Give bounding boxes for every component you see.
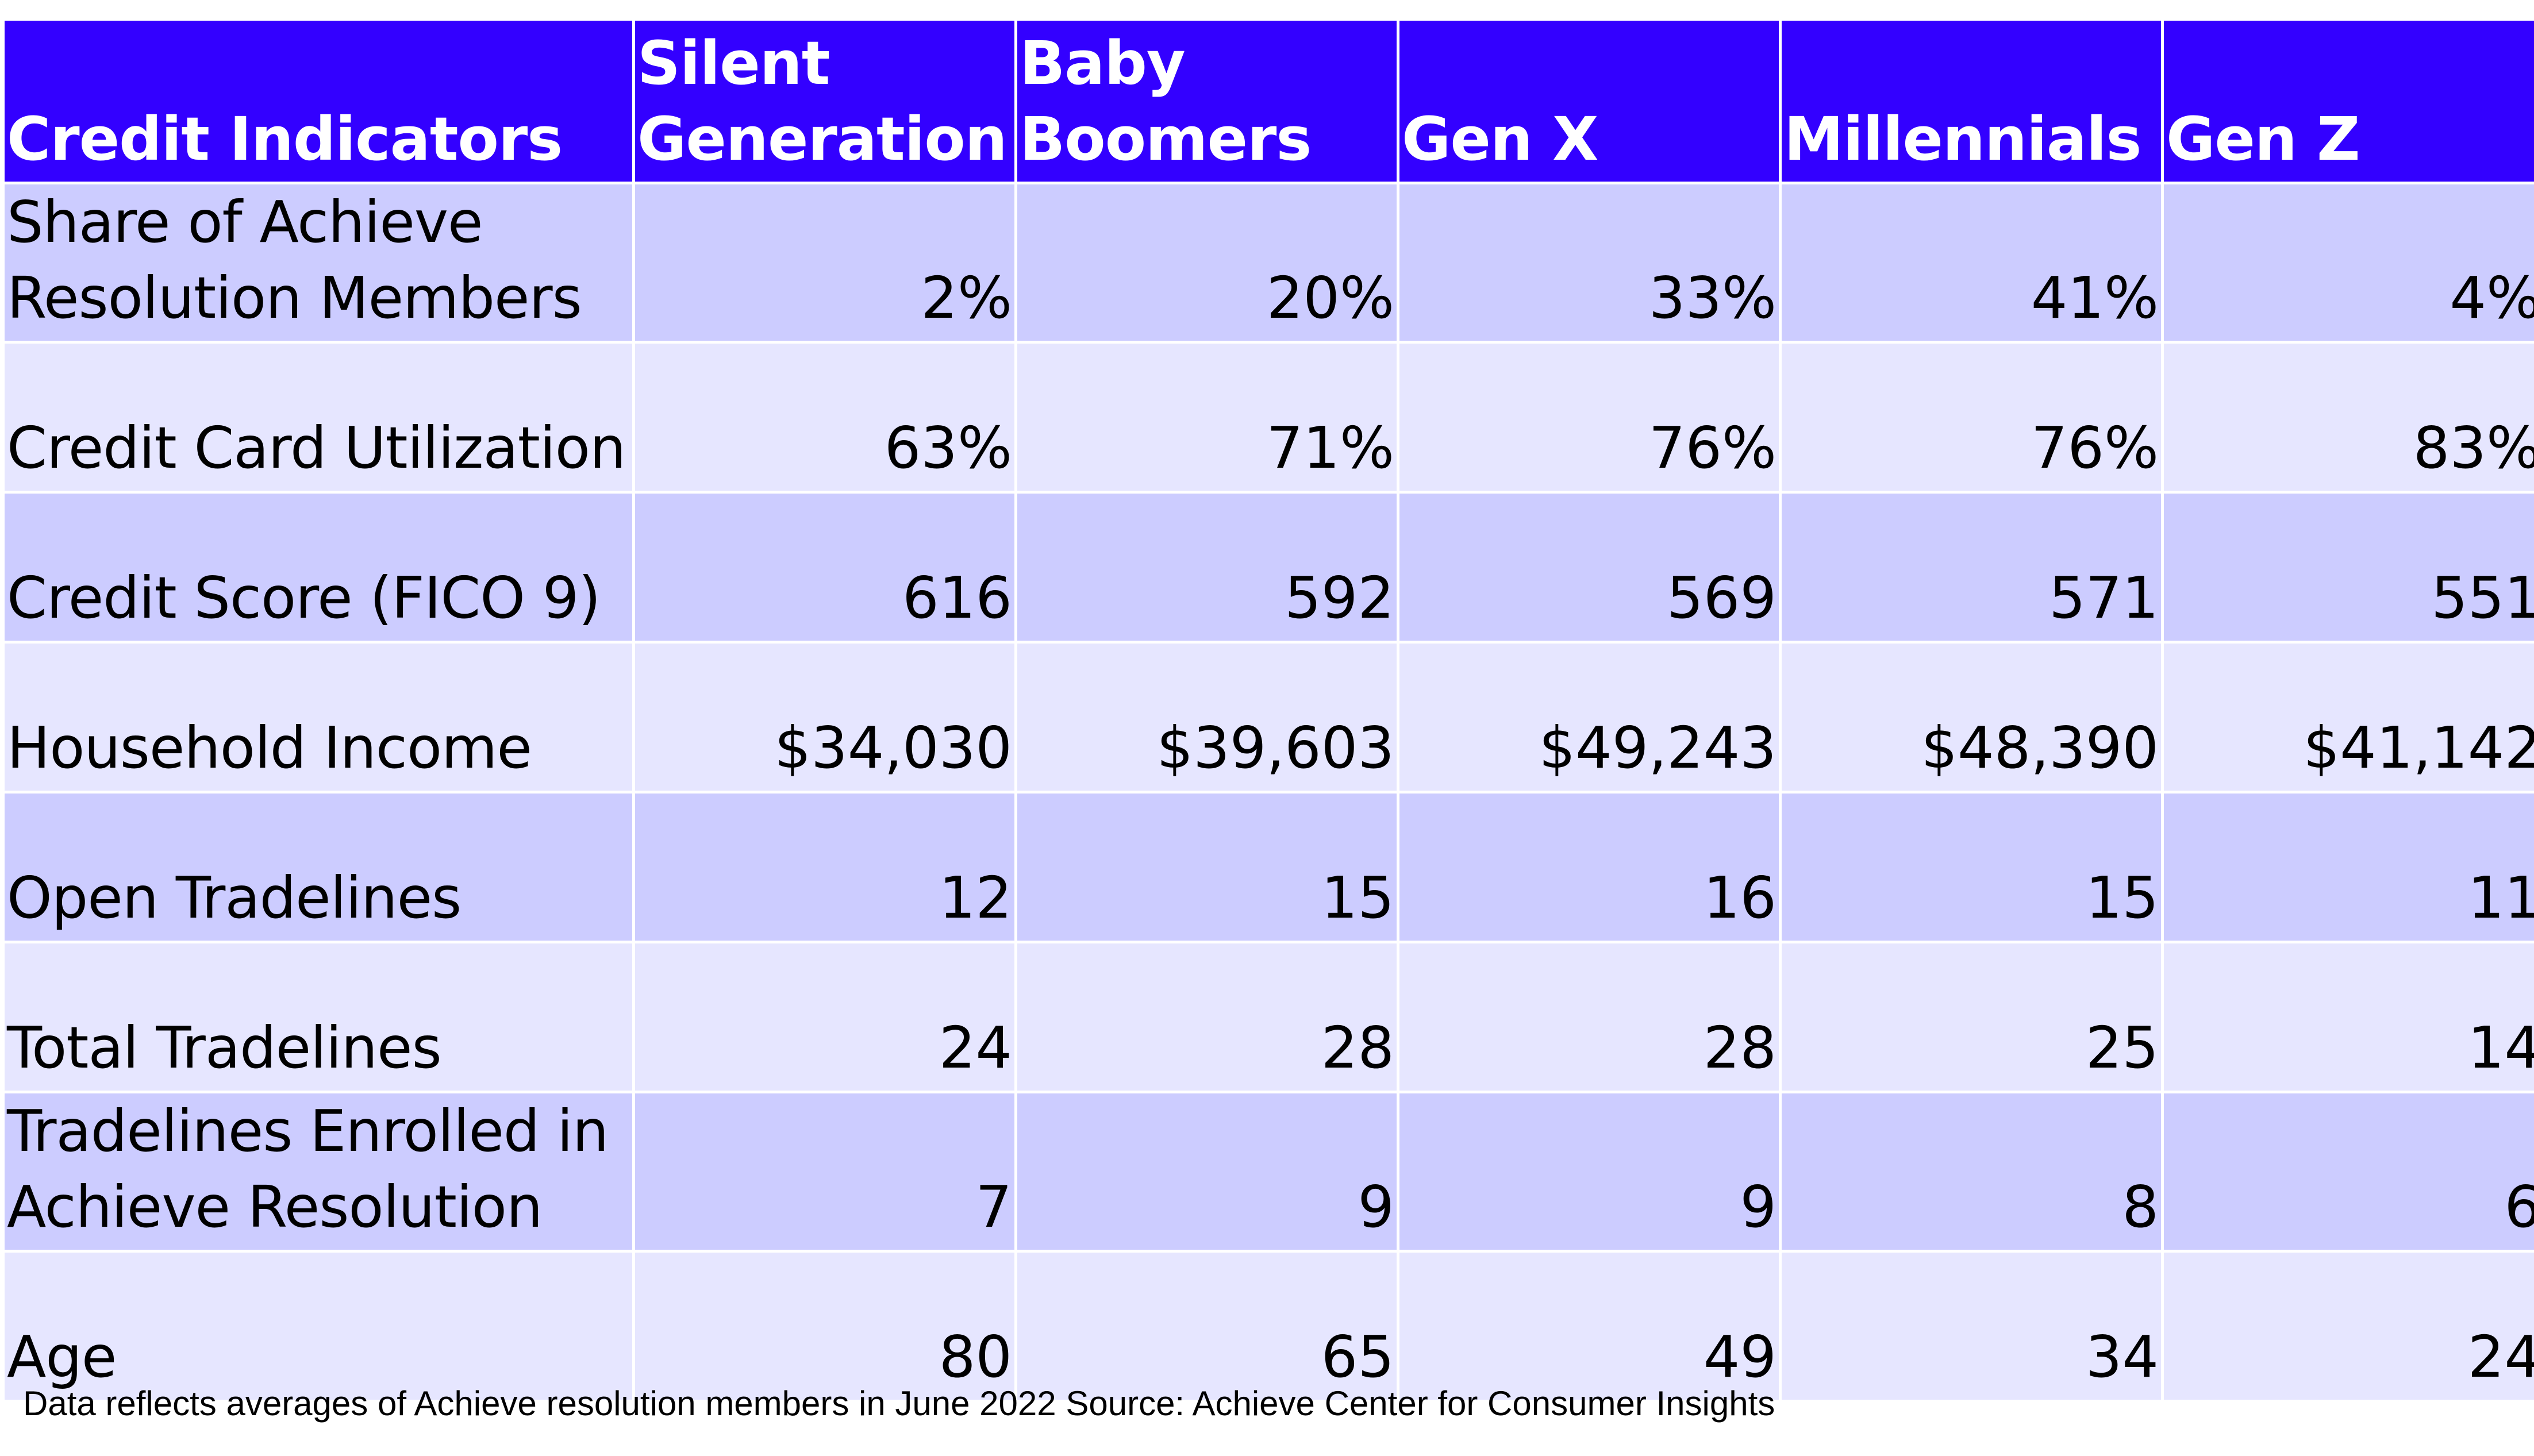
table-cell-value: 14 <box>2164 943 2534 1091</box>
table-cell-value: 11 <box>2164 794 2534 941</box>
table-cell-value: 25 <box>1782 943 2161 1091</box>
row-label: Credit Card Utilization <box>5 344 632 491</box>
table-cell-value: 24 <box>2164 1253 2534 1400</box>
table-cell-value: 49 <box>1399 1253 1779 1400</box>
table-cell-value: 9 <box>1017 1093 1397 1250</box>
table-cell-value: 616 <box>635 494 1014 641</box>
table-cell-value: 28 <box>1017 943 1397 1091</box>
table-cell-value: $48,390 <box>1782 644 2161 791</box>
table-cell-value: $41,142 <box>2164 644 2534 791</box>
table-row: Credit Card Utilization 63% 71% 76% 76% 83% <box>5 344 2534 491</box>
table-cell-value: 83% <box>2164 344 2534 491</box>
table-cell-value: 551 <box>2164 494 2534 641</box>
table-cell-value: 33% <box>1399 184 1779 341</box>
table-cell-value: $49,243 <box>1399 644 1779 791</box>
table-cell-value: 7 <box>635 1093 1014 1250</box>
table-row: Household Income $34,030 $39,603 $49,243 $48… <box>5 644 2534 791</box>
table-cell-value: 12 <box>635 794 1014 941</box>
row-label: Tradelines Enrolled in Achieve Resolutio… <box>5 1093 632 1250</box>
table-cell-value: 16 <box>1399 794 1779 941</box>
table-row: Age 80 65 49 34 24 <box>5 1253 2534 1400</box>
table-body: Share of Achieve Resolution Members 2% 20%… <box>5 184 2534 1400</box>
table-cell-value: 76% <box>1782 344 2161 491</box>
table-cell-value: 41% <box>1782 184 2161 341</box>
credit-indicators-table-container: Credit Indicators Silent Generation Baby… <box>5 21 2534 1400</box>
table-row: Tradelines Enrolled in Achieve Resolutio… <box>5 1093 2534 1250</box>
column-header: Baby Boomers <box>1017 21 1397 182</box>
column-header: Silent Generation <box>635 21 1014 182</box>
table-cell-value: 80 <box>635 1253 1014 1400</box>
table-cell-value: 71% <box>1017 344 1397 491</box>
row-label: Credit Score (FICO 9) <box>5 494 632 641</box>
table-cell-value: 592 <box>1017 494 1397 641</box>
table-cell-value: 571 <box>1782 494 2161 641</box>
table-cell-value: $39,603 <box>1017 644 1397 791</box>
column-header: Millennials <box>1782 21 2161 182</box>
table-cell-value: 20% <box>1017 184 1397 341</box>
table-cell-value: $34,030 <box>635 644 1014 791</box>
table-cell-value: 28 <box>1399 943 1779 1091</box>
column-header: Credit Indicators <box>5 21 632 182</box>
column-header: Gen X <box>1399 21 1779 182</box>
row-label: Total Tradelines <box>5 943 632 1091</box>
row-label: Age <box>5 1253 632 1400</box>
table-cell-value: 15 <box>1782 794 2161 941</box>
column-header: Gen Z <box>2164 21 2534 182</box>
table-cell-value: 6 <box>2164 1093 2534 1250</box>
table-cell-value: 569 <box>1399 494 1779 641</box>
table-row: Total Tradelines 24 28 28 25 14 <box>5 943 2534 1091</box>
table-row: Credit Score (FICO 9) 616 592 569 571 551 <box>5 494 2534 641</box>
row-label: Household Income <box>5 644 632 791</box>
row-label: Share of Achieve Resolution Members <box>5 184 632 341</box>
table-row: Open Tradelines 12 15 16 15 11 <box>5 794 2534 941</box>
credit-indicators-table: Credit Indicators Silent Generation Baby… <box>2 18 2534 1403</box>
source-footnote: Data reflects averages of Achieve resolu… <box>23 1384 1775 1423</box>
table-cell-value: 4% <box>2164 184 2534 341</box>
table-cell-value: 65 <box>1017 1253 1397 1400</box>
table-cell-value: 15 <box>1017 794 1397 941</box>
table-cell-value: 24 <box>635 943 1014 1091</box>
row-label: Open Tradelines <box>5 794 632 941</box>
table-cell-value: 76% <box>1399 344 1779 491</box>
table-cell-value: 8 <box>1782 1093 2161 1250</box>
table-cell-value: 9 <box>1399 1093 1779 1250</box>
table-cell-value: 2% <box>635 184 1014 341</box>
table-cell-value: 34 <box>1782 1253 2161 1400</box>
table-cell-value: 63% <box>635 344 1014 491</box>
header-row: Credit Indicators Silent Generation Baby… <box>5 21 2534 182</box>
table-row: Share of Achieve Resolution Members 2% 20%… <box>5 184 2534 341</box>
